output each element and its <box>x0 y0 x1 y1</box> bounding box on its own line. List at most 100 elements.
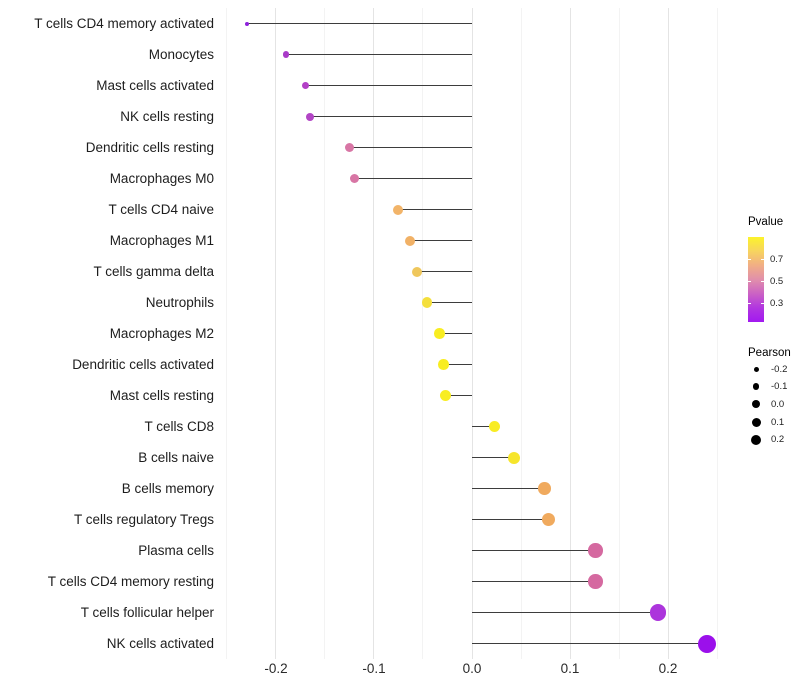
lollipop-dot <box>508 451 521 464</box>
lollipop-dot <box>538 482 551 495</box>
plot-panel <box>225 8 719 659</box>
pearson-size-dot <box>753 366 759 372</box>
x-axis-tick-label: -0.1 <box>362 661 386 676</box>
y-axis-label: T cells gamma delta <box>93 263 214 279</box>
pearson-size-label: 0.2 <box>771 434 785 446</box>
lollipop-stem <box>472 425 495 428</box>
lollipop-stem <box>246 22 472 25</box>
pvalue-tick-label: 0.5 <box>770 275 784 287</box>
lollipop-dot <box>393 204 404 215</box>
lollipop-stem <box>354 177 472 180</box>
pvalue-legend-title: Pvalue <box>748 216 784 228</box>
gridline-major <box>569 8 571 659</box>
lollipop-stem <box>349 146 472 149</box>
lollipop-dot <box>244 21 249 26</box>
pearson-size-label: 0.0 <box>771 398 785 410</box>
lollipop-dot <box>541 513 555 526</box>
lollipop-dot <box>649 604 667 621</box>
pvalue-tick-mark <box>761 303 764 305</box>
gridline-major <box>275 8 277 659</box>
y-axis-label: T cells CD8 <box>144 418 214 434</box>
pearson-size-dot <box>751 434 761 445</box>
y-axis-label: Monocytes <box>148 46 214 62</box>
y-axis-label: T cells CD4 naive <box>108 201 214 217</box>
lollipop-stem <box>285 53 472 56</box>
lollipop-stem <box>410 239 472 242</box>
lollipop-dot <box>588 574 603 589</box>
y-axis-label: B cells naive <box>138 449 214 465</box>
lollipop-stem <box>472 518 549 521</box>
pvalue-tick-label: 0.7 <box>770 253 784 265</box>
lollipop-dot <box>306 112 315 121</box>
lollipop-stem <box>398 208 472 211</box>
lollipop-stem <box>472 611 659 614</box>
y-axis-label: Mast cells activated <box>96 77 214 93</box>
x-axis-tick-label: -0.2 <box>264 661 288 676</box>
lollipop-stem <box>439 332 472 335</box>
lollipop-dot <box>488 420 501 433</box>
pvalue-colorbar <box>748 237 764 322</box>
gridline-minor <box>226 8 228 659</box>
lollipop-stem <box>426 301 472 304</box>
lollipop-stem <box>305 84 472 87</box>
y-axis-label: T cells regulatory Tregs <box>73 511 214 527</box>
gridline-minor <box>324 8 326 659</box>
legend: Pvalue 0.7 0.5 0.3 Pearson -0.2 -0.1 0.0 0.1 0… <box>745 216 800 456</box>
lollipop-dot <box>588 543 603 558</box>
lollipop-dot <box>698 634 717 653</box>
y-axis-label: Macrophages M1 <box>109 232 214 248</box>
x-axis-tick-label: 0.1 <box>560 661 580 676</box>
lollipop-stem <box>472 456 515 459</box>
pearson-size-label: 0.1 <box>771 416 785 428</box>
gridline-major <box>373 8 375 659</box>
pearson-size-label: -0.2 <box>771 363 788 375</box>
lollipop-dot <box>440 390 452 401</box>
y-axis-label: NK cells resting <box>120 108 214 124</box>
gridline-minor <box>716 8 718 659</box>
gridline-minor <box>520 8 522 659</box>
pearson-size-label: -0.1 <box>771 381 788 393</box>
y-axis-label: T cells follicular helper <box>80 604 214 620</box>
lollipop-dot <box>438 359 449 370</box>
pearson-size-dot <box>751 417 761 427</box>
y-axis-label: Mast cells resting <box>109 387 214 403</box>
gridline-minor <box>618 8 620 659</box>
lollipop-dot <box>344 143 354 152</box>
lollipop-stem <box>472 580 596 583</box>
gridline-major <box>667 8 669 659</box>
lollipop-dot <box>282 51 290 58</box>
lollipop-dot <box>405 235 416 246</box>
lollipop-stem <box>445 394 472 397</box>
y-axis-label: Plasma cells <box>138 542 214 558</box>
lollipop-stem <box>472 549 596 552</box>
pvalue-tick-mark <box>761 281 764 283</box>
y-axis-label: Neutrophils <box>145 294 214 310</box>
lollipop-dot <box>412 266 423 277</box>
y-axis-label: Macrophages M2 <box>109 325 214 341</box>
pvalue-tick-label: 0.3 <box>770 297 784 309</box>
y-axis-label: Dendritic cells activated <box>72 356 214 372</box>
pvalue-tick-mark <box>748 281 751 283</box>
lollipop-stem <box>310 115 472 118</box>
pvalue-tick-mark <box>748 303 751 305</box>
lollipop-stem <box>472 487 545 490</box>
lollipop-stem <box>472 642 708 645</box>
lollipop-dot <box>421 297 433 308</box>
y-axis-label: B cells memory <box>121 480 214 496</box>
lollipop-dot <box>349 173 360 184</box>
y-axis-label: Macrophages M0 <box>109 170 214 186</box>
x-axis-tick-label: 0.2 <box>658 661 678 676</box>
y-axis-label: NK cells activated <box>106 635 214 651</box>
lollipop-dot <box>301 81 310 90</box>
lollipop-stem <box>443 363 472 366</box>
pearson-size-dot <box>752 383 760 390</box>
pvalue-tick-mark <box>748 259 751 261</box>
y-axis-label: T cells CD4 memory resting <box>47 573 214 589</box>
y-axis-label: T cells CD4 memory activated <box>34 15 214 31</box>
pearson-legend-title: Pearson <box>748 347 791 359</box>
pvalue-tick-mark <box>761 259 764 261</box>
lollipop-stem <box>417 270 472 273</box>
pearson-size-dot <box>752 400 760 409</box>
y-axis-label: Dendritic cells resting <box>85 139 214 155</box>
